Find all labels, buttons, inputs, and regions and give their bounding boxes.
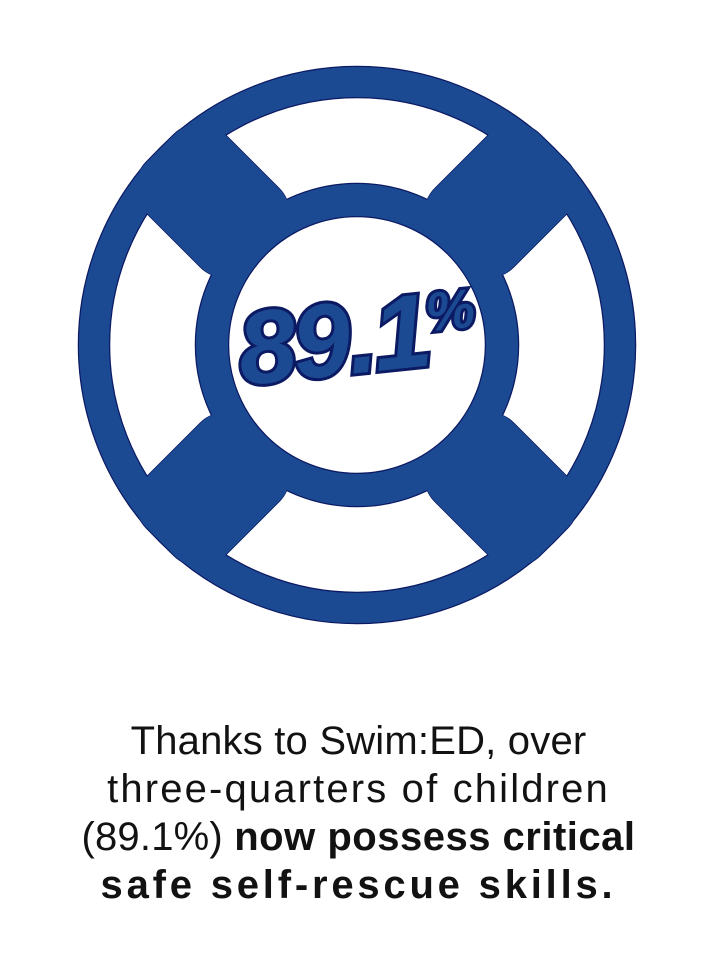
svg-text:89.1%: 89.1% (232, 268, 481, 408)
